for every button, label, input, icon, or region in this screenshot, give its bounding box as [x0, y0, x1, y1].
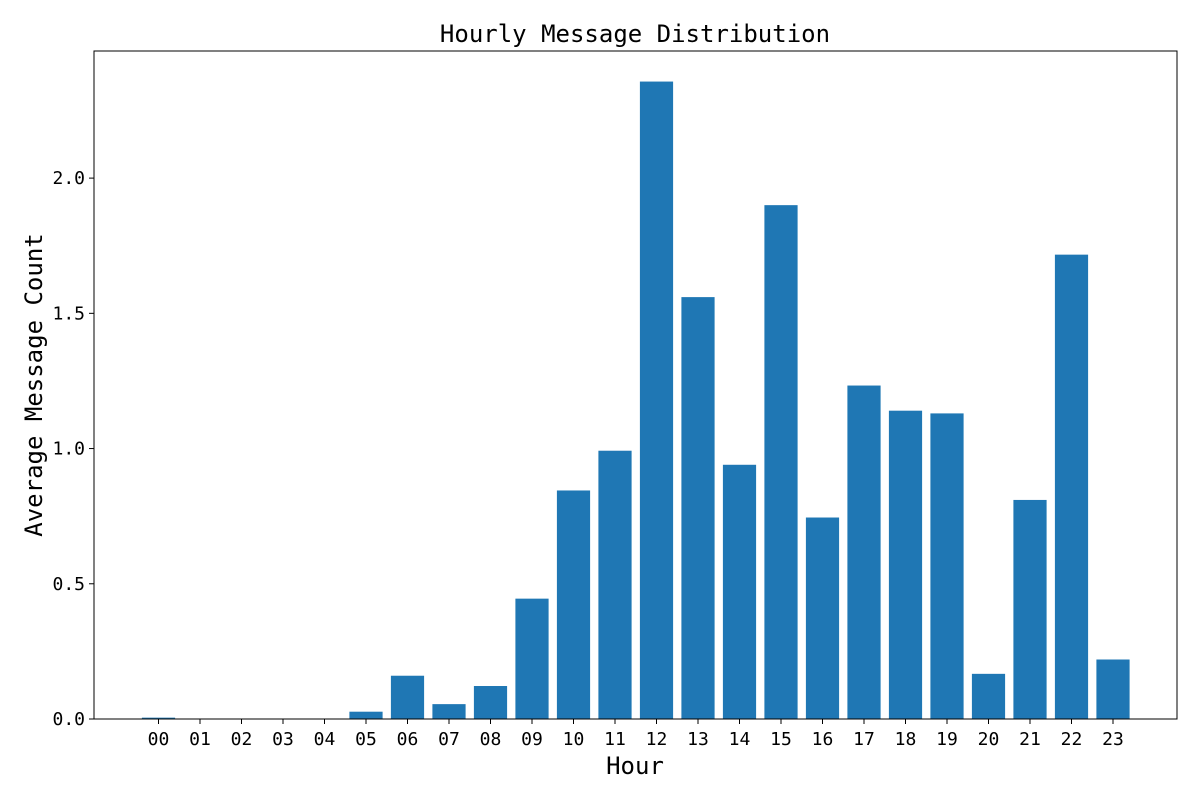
- x-tick-label-09: 09: [521, 729, 543, 750]
- x-tick-label-13: 13: [687, 729, 709, 750]
- bar-20: [971, 673, 1006, 719]
- y-axis-ticks: 0.0 0.5 1.0 1.5 2.0: [52, 168, 94, 730]
- bar-05: [349, 711, 383, 719]
- bar-12: [639, 81, 674, 719]
- x-tick-label-14: 14: [729, 729, 751, 750]
- bar-16: [805, 517, 840, 719]
- plot-area-frame: [93, 50, 1178, 720]
- x-tick-label-19: 19: [936, 729, 958, 750]
- bar-10: [556, 490, 591, 719]
- chart-title: Hourly Message Distribution: [440, 20, 830, 48]
- x-tick-label-22: 22: [1061, 729, 1083, 750]
- x-tick-label-02: 02: [231, 729, 253, 750]
- bar-08: [473, 686, 508, 719]
- y-tick-label-1.0: 1.0: [52, 439, 85, 460]
- bar-18: [888, 410, 923, 719]
- x-tick-label-18: 18: [895, 729, 917, 750]
- bar-07: [432, 704, 466, 719]
- x-axis-label: Hour: [606, 752, 664, 780]
- x-tick-label-08: 08: [480, 729, 502, 750]
- x-tick-label-04: 04: [314, 729, 336, 750]
- x-tick-label-11: 11: [604, 729, 626, 750]
- x-tick-label-17: 17: [853, 729, 875, 750]
- bar-19: [930, 413, 964, 719]
- x-tick-label-21: 21: [1019, 729, 1041, 750]
- y-axis-label: Average Message Count: [20, 233, 48, 536]
- bar-11: [598, 450, 632, 719]
- y-tick-label-1.5: 1.5: [52, 303, 85, 324]
- bar-09: [515, 598, 549, 719]
- bar-15: [764, 205, 798, 719]
- y-tick-label-0.5: 0.5: [52, 574, 85, 595]
- bar-22: [1054, 254, 1089, 719]
- x-tick-label-15: 15: [770, 729, 792, 750]
- x-tick-label-01: 01: [189, 729, 211, 750]
- x-tick-label-16: 16: [812, 729, 834, 750]
- x-tick-label-23: 23: [1102, 729, 1124, 750]
- bar-14: [722, 464, 757, 719]
- bar-21: [1013, 499, 1047, 719]
- x-tick-label-12: 12: [646, 729, 668, 750]
- bar-17: [847, 385, 881, 719]
- x-tick-label-03: 03: [272, 729, 294, 750]
- x-tick-label-00: 00: [148, 729, 170, 750]
- x-axis-ticks: 00 01 02 03 04 05 06 07 08 09 10 11 12 13 14 15 16 17 18 19…: [148, 719, 1124, 750]
- y-tick-label-0.0: 0.0: [52, 709, 85, 730]
- x-tick-label-07: 07: [438, 729, 460, 750]
- bar-00: [141, 717, 176, 719]
- bar-23: [1096, 659, 1130, 719]
- x-tick-label-20: 20: [978, 729, 1000, 750]
- bars-group: [141, 81, 1130, 719]
- x-tick-label-06: 06: [397, 729, 419, 750]
- x-tick-label-05: 05: [355, 729, 377, 750]
- bar-13: [681, 297, 715, 719]
- x-tick-label-10: 10: [563, 729, 585, 750]
- bar-06: [390, 675, 425, 719]
- y-tick-label-2.0: 2.0: [52, 168, 85, 189]
